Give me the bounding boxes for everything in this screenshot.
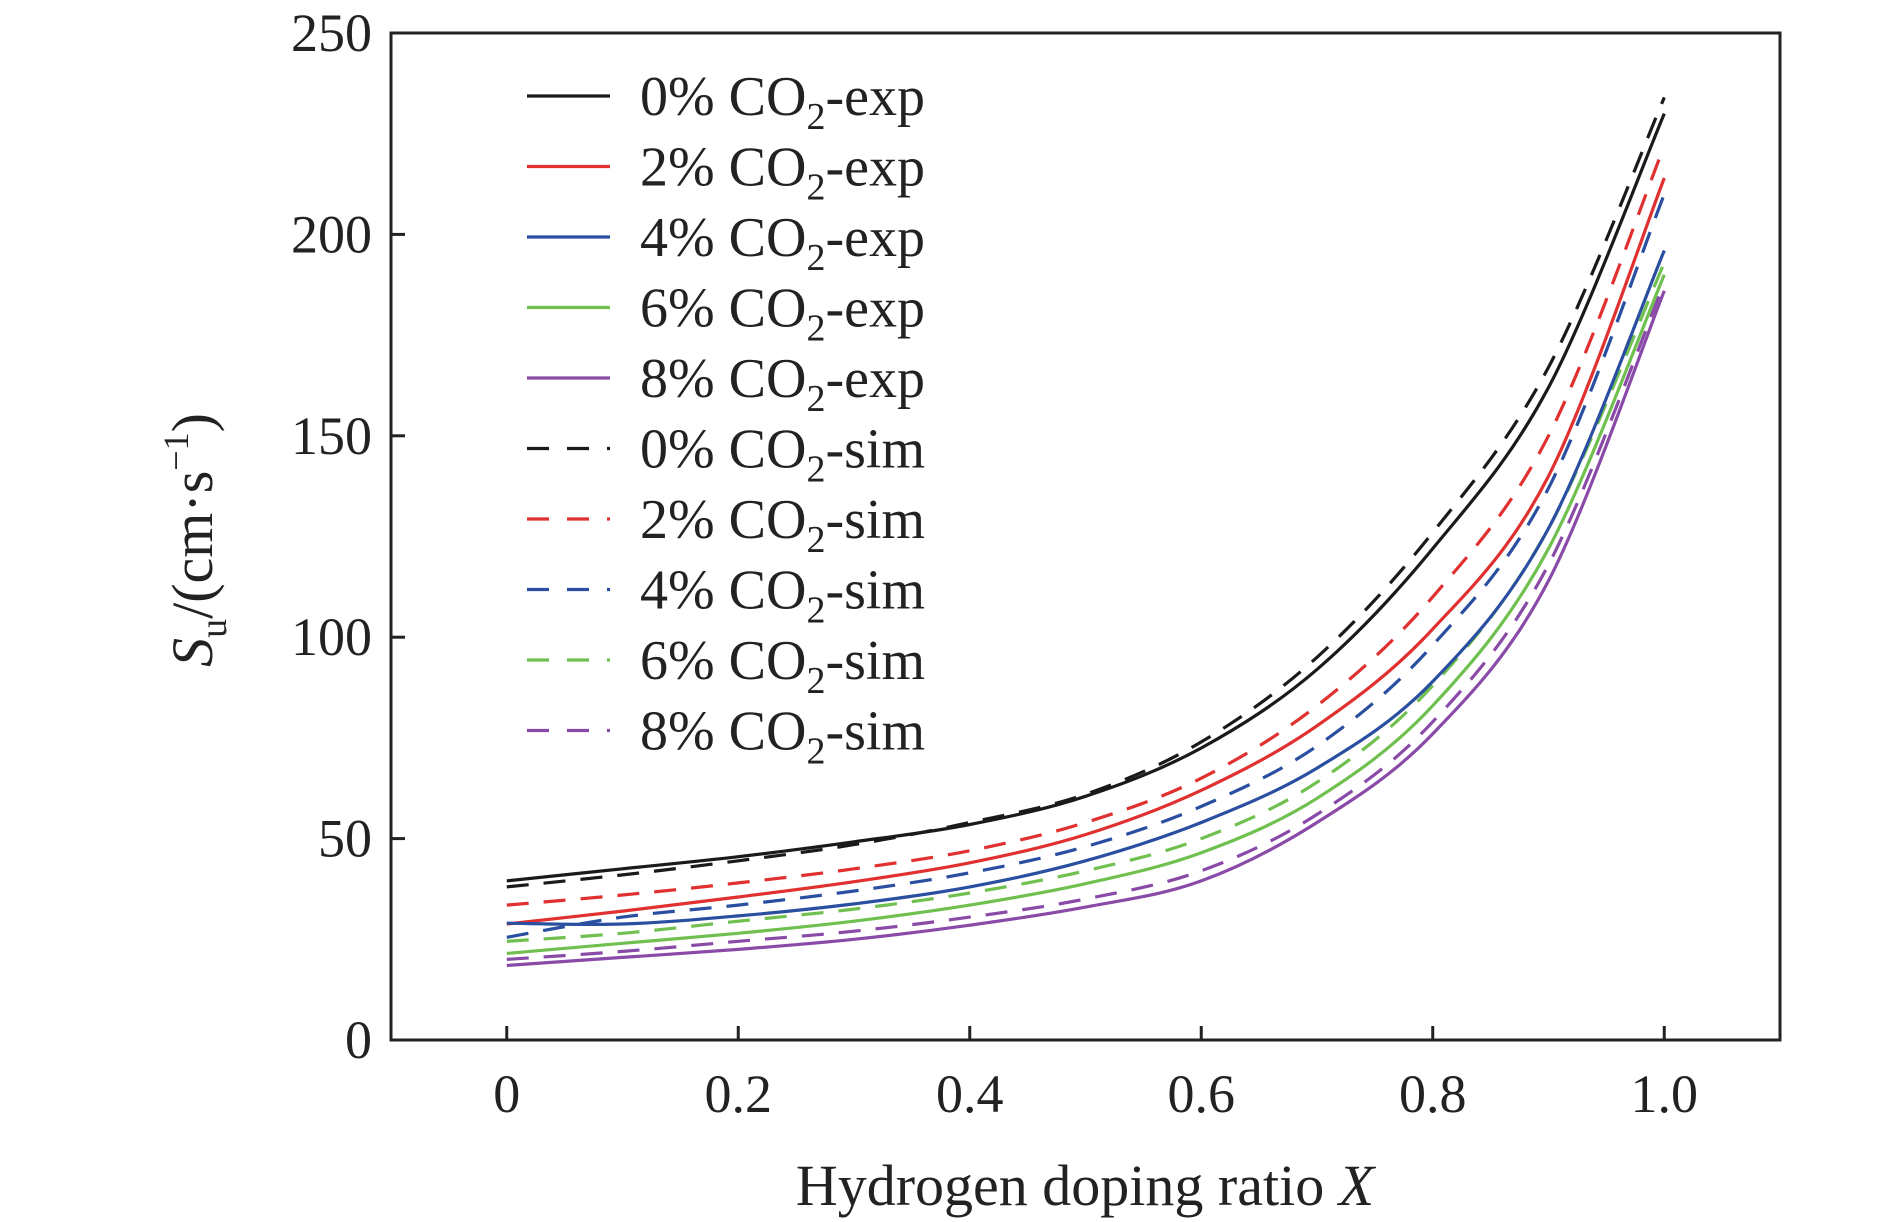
legend-label: 6% CO2-exp — [640, 278, 925, 350]
y-tick-label: 50 — [318, 809, 372, 869]
y-tick-label: 200 — [291, 204, 372, 264]
x-axis-title: Hydrogen doping ratio X — [796, 1153, 1377, 1218]
series-line-0-co2-exp — [506, 112, 1666, 883]
x-tick-label: 1.0 — [1631, 1064, 1699, 1124]
series-line-4-co2-sim — [506, 193, 1666, 939]
series-line-8-co2-sim — [506, 282, 1666, 961]
x-tick-label: 0.6 — [1168, 1064, 1236, 1124]
y-tick-label: 150 — [291, 406, 372, 466]
x-tick-label: 0.4 — [936, 1064, 1004, 1124]
series-line-6-co2-exp — [506, 274, 1666, 955]
y-tick-label: 250 — [291, 3, 372, 63]
series-line-0-co2-sim — [506, 96, 1666, 889]
y-tick-label: 0 — [345, 1010, 372, 1070]
series-line-2-co2-exp — [506, 177, 1666, 926]
legend-label: 4% CO2-sim — [640, 560, 925, 632]
legend-label: 8% CO2-sim — [640, 701, 925, 773]
x-tick-label: 0 — [493, 1064, 520, 1124]
series-line-8-co2-exp — [506, 290, 1666, 968]
plot-frame — [389, 31, 1782, 1042]
legend-label: 4% CO2-exp — [640, 207, 925, 279]
x-tick-label: 0.8 — [1399, 1064, 1467, 1124]
series-line-4-co2-exp — [506, 249, 1666, 926]
series-line-2-co2-sim — [506, 145, 1666, 907]
legend-label: 0% CO2-exp — [640, 66, 925, 138]
x-axis-ticks: 0 0.2 0.4 0.6 0.8 1.0 — [493, 1026, 1698, 1124]
y-axis-title: Su/(cm·s−1) — [156, 413, 235, 667]
y-tick-label: 100 — [291, 607, 372, 667]
series-line-6-co2-sim — [506, 261, 1666, 943]
series-lines — [506, 96, 1666, 968]
legend-label: 0% CO2-sim — [640, 419, 925, 491]
legend-label: 2% CO2-sim — [640, 489, 925, 561]
legend-label: 6% CO2-sim — [640, 630, 925, 702]
legend-label: 2% CO2-exp — [640, 137, 925, 209]
x-tick-label: 0.2 — [705, 1064, 773, 1124]
y-axis-ticks: 0 50 100 150 200 250 — [291, 3, 405, 1070]
legend-label: 8% CO2-exp — [640, 348, 925, 420]
